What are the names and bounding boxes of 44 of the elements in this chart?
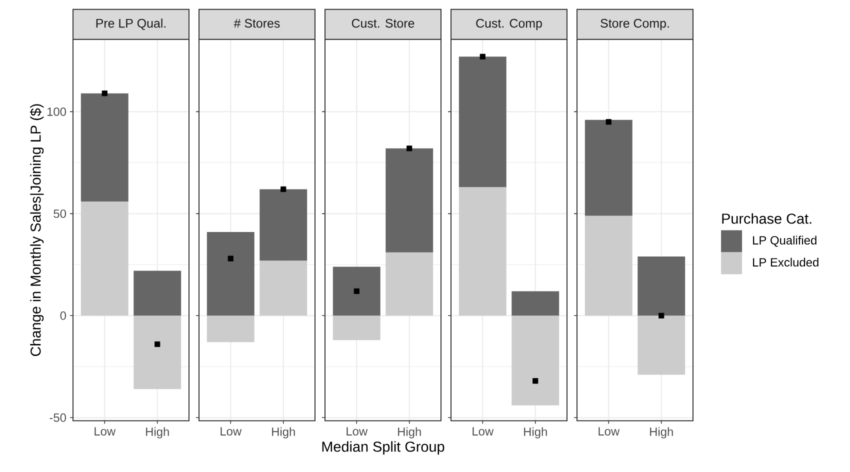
x-tick-label: Low <box>472 427 494 436</box>
chart-title: # Stores <box>234 18 280 28</box>
x-tick-label: Low <box>220 427 242 436</box>
bar <box>206 316 254 342</box>
y-tick-label: 50 <box>54 209 66 218</box>
bar <box>80 93 128 202</box>
legend-label: LP Qualified <box>753 236 816 247</box>
bar <box>386 148 434 252</box>
legend-label: LP Excluded <box>753 258 818 267</box>
bar <box>206 232 254 316</box>
y-tick-label: -50 <box>50 413 66 422</box>
y-tick-label: 100 <box>47 107 66 116</box>
x-tick-label: High <box>398 427 421 438</box>
x-axis-title: Median Split Group <box>322 441 444 455</box>
x-tick-label: Low <box>94 427 116 436</box>
chart-title: Cust. Comp <box>476 18 542 30</box>
bar <box>458 187 506 316</box>
bar <box>584 216 632 316</box>
bar <box>332 316 380 340</box>
bar <box>260 260 308 316</box>
x-tick-label: High <box>146 427 169 438</box>
legend-title: Purchase Cat. <box>722 213 812 224</box>
bar <box>134 316 182 390</box>
bar <box>134 270 182 316</box>
bar <box>332 266 380 316</box>
chart-title: Cust. Store <box>352 18 414 28</box>
x-tick-label: High <box>272 427 295 438</box>
y-tick-label: 0 <box>60 311 66 320</box>
chart-title: Pre LP Qual. <box>96 18 166 30</box>
bar <box>80 201 128 316</box>
bar <box>638 256 686 316</box>
bar <box>260 189 308 261</box>
x-tick-label: Low <box>346 427 368 436</box>
chart-title: Store Comp. <box>600 18 669 30</box>
x-tick-label: High <box>650 427 673 438</box>
x-tick-label: Low <box>598 427 620 436</box>
x-tick-label: High <box>524 427 547 438</box>
bar <box>638 316 686 375</box>
bar <box>584 120 632 216</box>
y-axis-title: Change in Monthly Sales|Joining LP ($) <box>30 104 44 356</box>
bar <box>512 291 560 316</box>
bar <box>386 252 434 316</box>
bar <box>458 56 506 188</box>
bar <box>512 316 560 406</box>
